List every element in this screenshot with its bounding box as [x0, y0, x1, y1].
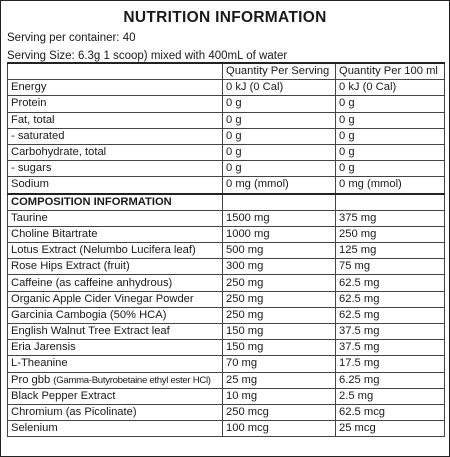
ingredient-name: L-Theanine [7, 355, 223, 373]
per-100ml-value: 0 g [335, 160, 445, 178]
table-row: Selenium 100 mcg 25 mcg [7, 420, 445, 438]
ingredient-name: Choline Bitartrate [7, 225, 223, 244]
per-100ml-value: 125 mg [335, 242, 445, 260]
ingredient-name-note: (Gamma-Butyrobetaine ethyl ester HCl) [53, 374, 211, 386]
per-100ml-value: 0 g [335, 95, 445, 113]
per-100ml-value: 37.5 mg [335, 322, 445, 341]
table-row: Pro gbb (Gamma-Butyrobetaine ethyl ester… [7, 371, 445, 389]
per-100ml-value: 0 kJ (0 Cal) [335, 79, 445, 97]
header-cell: Quantity Per 100 ml [335, 62, 445, 81]
table-row: Carbohydrate, total 0 g 0 g [7, 143, 445, 162]
per-serving-value: 250 mcg [222, 403, 336, 422]
per-100ml-value: 62.5 mcg [335, 403, 445, 422]
serving-per-container: Serving per container: 40 [7, 32, 136, 44]
per-serving-value: 25 mg [222, 371, 336, 389]
ingredient-name: English Walnut Tree Extract leaf [7, 322, 223, 341]
ingredient-name: Rose Hips Extract (fruit) [7, 258, 223, 276]
nutrient-name: Carbohydrate, total [7, 143, 223, 162]
table-row: Caffeine (as caffeine anhydrous) 250 mg … [7, 274, 445, 292]
per-serving-value: 250 mg [222, 274, 336, 292]
composition-heading-row: COMPOSITION INFORMATION [7, 192, 445, 211]
table-row: Organic Apple Cider Vinegar Powder 250 m… [7, 290, 445, 308]
table-row: Fat, total 0 g 0 g [7, 111, 445, 129]
ingredient-name: Black Pepper Extract [7, 387, 223, 405]
per-100ml-value: 37.5 mg [335, 339, 445, 357]
ingredient-name: Selenium [7, 420, 223, 438]
table-row: Rose Hips Extract (fruit) 300 mg 75 mg [7, 258, 445, 276]
per-serving-value: 300 mg [222, 258, 336, 276]
table-row: Energy 0 kJ (0 Cal) 0 kJ (0 Cal) [7, 79, 445, 97]
per-100ml-value: 375 mg [335, 209, 445, 227]
ingredient-name: Caffeine (as caffeine anhydrous) [7, 274, 223, 292]
table-row: - saturated 0 g 0 g [7, 127, 445, 145]
per-100ml-value: 6.25 mg [335, 371, 445, 389]
table-row: Eria Jarensis 150 mg 37.5 mg [7, 339, 445, 357]
per-100ml-value: 62.5 mg [335, 306, 445, 325]
ingredient-name: Organic Apple Cider Vinegar Powder [7, 290, 223, 308]
per-100ml-value: 0 g [335, 143, 445, 162]
table-row: L-Theanine 70 mg 17.5 mg [7, 355, 445, 373]
panel-title: NUTRITION INFORMATION [123, 9, 327, 26]
empty-cell [335, 192, 445, 211]
table-row: Black Pepper Extract 10 mg 2.5 mg [7, 387, 445, 405]
per-100ml-value: 0 g [335, 127, 445, 145]
ingredient-name: Taurine [7, 209, 223, 227]
per-serving-value: 500 mg [222, 242, 336, 260]
table-row: - sugars 0 g 0 g [7, 160, 445, 178]
per-serving-value: 0 g [222, 160, 336, 178]
per-serving-value: 10 mg [222, 387, 336, 405]
nutrient-name: Protein [7, 95, 223, 113]
nutrient-name: - sugars [7, 160, 223, 178]
per-serving-value: 0 kJ (0 Cal) [222, 79, 336, 97]
per-100ml-value: 75 mg [335, 258, 445, 276]
table-row: Chromium (as Picolinate) 250 mcg 62.5 mc… [7, 403, 445, 422]
table-row: Sodium 0 mg (mmol) 0 mg (mmol) [7, 176, 445, 194]
per-100ml-value: 62.5 mg [335, 274, 445, 292]
per-serving-value: 1000 mg [222, 225, 336, 244]
per-serving-value: 1500 mg [222, 209, 336, 227]
per-100ml-value: 250 mg [335, 225, 445, 244]
per-serving-value: 0 g [222, 127, 336, 145]
table-row: Garcinia Cambogia (50% HCA) 250 mg 62.5 … [7, 306, 445, 325]
header-cell: Quantity Per Serving [222, 62, 336, 81]
per-serving-value: 250 mg [222, 290, 336, 308]
table-row: Taurine 1500 mg 375 mg [7, 209, 445, 227]
table-header-row: Quantity Per Serving Quantity Per 100 ml [7, 62, 445, 81]
nutrient-name: Sodium [7, 176, 223, 194]
nutrient-name: Fat, total [7, 111, 223, 129]
ingredient-name: Garcinia Cambogia (50% HCA) [7, 306, 223, 325]
per-100ml-value: 62.5 mg [335, 290, 445, 308]
table-row: Protein 0 g 0 g [7, 95, 445, 113]
ingredient-name: Lotus Extract (Nelumbo Lucifera leaf) [7, 242, 223, 260]
composition-heading: COMPOSITION INFORMATION [7, 192, 223, 211]
table-row: Choline Bitartrate 1000 mg 250 mg [7, 225, 445, 244]
empty-cell [222, 192, 336, 211]
per-serving-value: 0 mg (mmol) [222, 176, 336, 194]
per-serving-value: 150 mg [222, 322, 336, 341]
ingredient-name: Pro gbb (Gamma-Butyrobetaine ethyl ester… [7, 371, 223, 389]
nutrition-table: Quantity Per Serving Quantity Per 100 ml… [7, 62, 445, 438]
header-cell [7, 62, 223, 81]
ingredient-name-main: Pro gbb [11, 373, 51, 386]
per-100ml-value: 0 mg (mmol) [335, 176, 445, 194]
nutrient-name: Energy [7, 79, 223, 97]
per-serving-value: 150 mg [222, 339, 336, 357]
serving-size: Serving Size: 6.3g 1 scoop) mixed with 4… [7, 50, 288, 62]
nutrient-name: - saturated [7, 127, 223, 145]
table-row: Lotus Extract (Nelumbo Lucifera leaf) 50… [7, 242, 445, 260]
per-serving-value: 0 g [222, 143, 336, 162]
ingredient-name: Chromium (as Picolinate) [7, 403, 223, 422]
table-row: English Walnut Tree Extract leaf 150 mg … [7, 322, 445, 341]
per-100ml-value: 0 g [335, 111, 445, 129]
ingredient-name: Eria Jarensis [7, 339, 223, 357]
per-serving-value: 70 mg [222, 355, 336, 373]
per-serving-value: 250 mg [222, 306, 336, 325]
per-serving-value: 0 g [222, 111, 336, 129]
per-100ml-value: 17.5 mg [335, 355, 445, 373]
per-serving-value: 100 mcg [222, 420, 336, 438]
per-100ml-value: 25 mcg [335, 420, 445, 438]
per-serving-value: 0 g [222, 95, 336, 113]
per-100ml-value: 2.5 mg [335, 387, 445, 405]
